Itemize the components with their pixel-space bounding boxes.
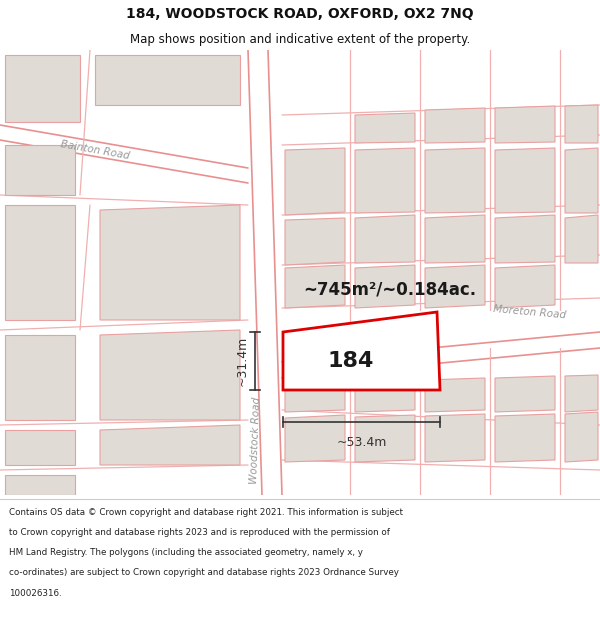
Text: co-ordinates) are subject to Crown copyright and database rights 2023 Ordnance S: co-ordinates) are subject to Crown copyr… [9,569,399,578]
Text: 184: 184 [328,351,374,371]
Polygon shape [100,205,240,320]
Polygon shape [425,148,485,213]
Text: HM Land Registry. The polygons (including the associated geometry, namely x, y: HM Land Registry. The polygons (includin… [9,548,363,558]
Polygon shape [425,378,485,412]
Polygon shape [100,425,240,465]
Polygon shape [425,414,485,462]
Polygon shape [285,383,345,412]
Polygon shape [565,412,598,462]
Polygon shape [100,330,240,420]
Polygon shape [285,148,345,215]
Polygon shape [495,215,555,263]
Text: ~745m²/~0.184ac.: ~745m²/~0.184ac. [304,281,476,299]
Polygon shape [5,335,75,420]
Polygon shape [495,376,555,412]
Text: Woodstock Road: Woodstock Road [250,396,263,484]
Polygon shape [5,475,75,495]
Polygon shape [355,415,415,462]
Text: Moreton Road: Moreton Road [493,304,567,320]
Text: to Crown copyright and database rights 2023 and is reproduced with the permissio: to Crown copyright and database rights 2… [9,528,390,537]
Text: 100026316.: 100026316. [9,589,62,598]
Polygon shape [565,148,598,213]
Text: Bainton Road: Bainton Road [59,139,130,161]
Polygon shape [425,215,485,263]
Polygon shape [565,215,598,263]
Text: ~53.4m: ~53.4m [337,436,386,449]
Polygon shape [285,218,345,265]
Text: ~31.4m: ~31.4m [236,336,249,386]
Polygon shape [355,381,415,412]
Polygon shape [283,312,440,390]
Polygon shape [425,265,485,308]
Polygon shape [355,148,415,213]
Polygon shape [5,205,75,320]
Polygon shape [355,215,415,263]
Polygon shape [495,265,555,308]
Polygon shape [495,414,555,462]
Polygon shape [285,415,345,462]
Polygon shape [355,265,415,308]
Polygon shape [5,55,80,122]
Text: Contains OS data © Crown copyright and database right 2021. This information is : Contains OS data © Crown copyright and d… [9,508,403,517]
Polygon shape [355,113,415,143]
Polygon shape [495,106,555,143]
Polygon shape [495,148,555,213]
Text: 184, WOODSTOCK ROAD, OXFORD, OX2 7NQ: 184, WOODSTOCK ROAD, OXFORD, OX2 7NQ [126,7,474,21]
Polygon shape [5,430,75,465]
Polygon shape [285,265,345,308]
Polygon shape [425,108,485,143]
Polygon shape [565,375,598,412]
Polygon shape [5,145,75,195]
Polygon shape [565,105,598,143]
Polygon shape [95,55,240,105]
Text: Map shows position and indicative extent of the property.: Map shows position and indicative extent… [130,32,470,46]
